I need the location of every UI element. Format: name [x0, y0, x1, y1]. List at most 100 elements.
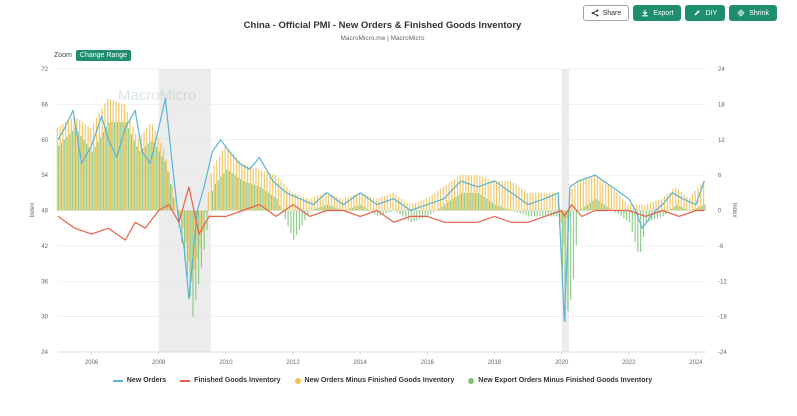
bar-mark [624, 201, 626, 211]
bar-mark [533, 210, 535, 217]
bar-mark [269, 173, 271, 211]
bar-mark [69, 133, 71, 211]
bar-mark [267, 192, 270, 211]
legend-item-finished-goods-inventory[interactable]: Finished Goods Inventory [180, 377, 281, 384]
zoom-control: Zoom Change Range [54, 50, 131, 61]
bar-mark [596, 177, 598, 211]
bar-mark [81, 122, 84, 211]
bar-mark [160, 142, 162, 211]
legend-item-new-orders[interactable]: New Orders [112, 377, 167, 384]
bar-mark [641, 204, 643, 211]
bar-mark [616, 192, 618, 211]
bar-mark [135, 133, 137, 211]
bar-mark [157, 136, 159, 211]
bar-mark [663, 196, 666, 211]
shrink-button[interactable]: Shrink [729, 5, 777, 21]
bar-mark [501, 181, 503, 211]
export-button[interactable]: Export [633, 5, 682, 21]
bar-mark [234, 175, 236, 211]
bar-mark [86, 143, 88, 211]
bar-mark [652, 201, 654, 211]
bar-mark [672, 188, 674, 211]
bar-mark [463, 192, 465, 211]
bar-mark [91, 151, 93, 211]
bar-mark [114, 122, 116, 211]
bar-mark [388, 210, 390, 213]
bar-mark [266, 172, 268, 211]
bar-mark [693, 208, 695, 211]
bar-mark [385, 210, 387, 214]
bar-mark [523, 190, 526, 211]
bar-mark [83, 139, 85, 211]
share-button[interactable]: Share [582, 5, 630, 21]
y-tick-label: 66 [41, 102, 48, 108]
bar-mark [701, 205, 703, 211]
bar-mark [377, 210, 379, 217]
bar-mark [550, 210, 552, 217]
bar-mark [143, 131, 145, 211]
y-tick-label: 48 [41, 209, 48, 215]
bar-mark [536, 210, 538, 217]
bar-mark [563, 210, 565, 245]
bar-mark [640, 210, 642, 252]
bar-mark [287, 210, 289, 227]
bar-mark [332, 206, 334, 211]
bar-mark [564, 210, 566, 323]
legend-label: New Orders Minus Finished Goods Inventor… [304, 377, 455, 384]
bar-mark [477, 192, 479, 211]
bar-mark [567, 210, 569, 311]
bar-mark [586, 204, 589, 211]
y-tick-label: 42 [41, 244, 48, 250]
bar-mark [556, 210, 558, 217]
bar-mark [142, 148, 144, 211]
bar-mark [399, 210, 401, 215]
bar-mark [595, 198, 597, 211]
bar-mark [621, 198, 624, 211]
bar-mark [666, 193, 668, 211]
bar-mark [585, 178, 587, 211]
legend-label: Finished Goods Inventory [194, 377, 281, 384]
bar-mark [315, 208, 317, 211]
bar-mark [469, 192, 471, 211]
bar-mark [462, 175, 464, 211]
bar-mark [182, 210, 184, 229]
bar-mark [139, 151, 141, 211]
bar-mark [80, 135, 82, 211]
diy-button[interactable]: DIY [685, 5, 726, 21]
bar-mark [448, 182, 450, 211]
diy-label: DIY [705, 9, 718, 17]
bar-mark [617, 210, 619, 215]
bar-mark [656, 210, 659, 219]
bar-mark [409, 204, 411, 211]
bar-mark [365, 208, 368, 211]
bar-mark [88, 147, 91, 211]
bar-mark [192, 210, 194, 317]
legend-item-export-orders-minus-inventory[interactable]: New Export Orders Minus Finished Goods I… [468, 377, 652, 384]
bar-mark [351, 207, 354, 211]
bar-mark [179, 210, 182, 219]
bar-mark [150, 141, 152, 211]
bar-mark [631, 210, 633, 233]
bar-mark [214, 183, 216, 211]
bar-mark [260, 170, 263, 211]
y2-tick-label: 24 [718, 67, 725, 73]
bar-mark [459, 175, 461, 211]
bar-mark [118, 102, 120, 211]
bar-mark [466, 192, 468, 211]
bar-mark [286, 186, 288, 211]
legend-label: New Orders [126, 377, 167, 384]
legend-item-new-orders-minus-inventory[interactable]: New Orders Minus Finished Goods Inventor… [294, 377, 455, 384]
bar-mark [223, 172, 225, 211]
bar-mark [561, 210, 563, 276]
change-range-button[interactable]: Change Range [75, 50, 131, 61]
bar-mark [497, 205, 499, 211]
bar-mark [258, 169, 260, 211]
bar-mark [136, 146, 138, 211]
bar-mark [522, 210, 524, 215]
bar-mark [647, 203, 649, 211]
bar-mark [529, 192, 531, 211]
bar-mark [301, 210, 303, 226]
bar-mark [581, 208, 583, 211]
bar-mark [370, 196, 372, 211]
bar-mark [433, 210, 435, 213]
